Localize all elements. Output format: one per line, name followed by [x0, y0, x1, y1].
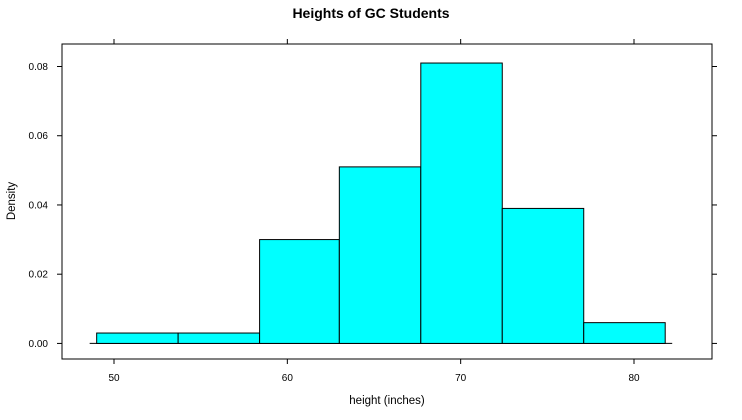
x-axis-label: height (inches) — [349, 395, 425, 407]
y-tick-label: 0.00 — [29, 339, 49, 350]
y-tick-label: 0.02 — [29, 270, 49, 281]
histogram-bar-7 — [583, 322, 666, 344]
plot-panel — [61, 43, 713, 360]
x-tick-label: 50 — [108, 373, 120, 384]
histogram-bar-2 — [177, 332, 261, 344]
bars-layer — [89, 62, 673, 344]
histogram-bar-3 — [259, 239, 340, 344]
y-tick-label: 0.06 — [29, 131, 49, 142]
axes-layer: 50 60 70 80 0.00 0.02 0.04 0.06 0.08 — [29, 39, 717, 384]
y-tick-label: 0.04 — [29, 200, 49, 211]
histogram-bar-1 — [96, 332, 179, 344]
x-tick-label: 70 — [455, 373, 467, 384]
chart-title: Heights of GC Students — [292, 5, 449, 21]
histogram-bar-6 — [501, 207, 585, 344]
histogram-bar-4 — [338, 166, 422, 344]
x-tick-label: 80 — [628, 373, 640, 384]
y-tick-label: 0.08 — [29, 62, 49, 73]
y-axis-label: Density — [6, 182, 18, 221]
x-tick-label: 60 — [282, 373, 294, 384]
histogram-bar-5 — [420, 62, 503, 344]
